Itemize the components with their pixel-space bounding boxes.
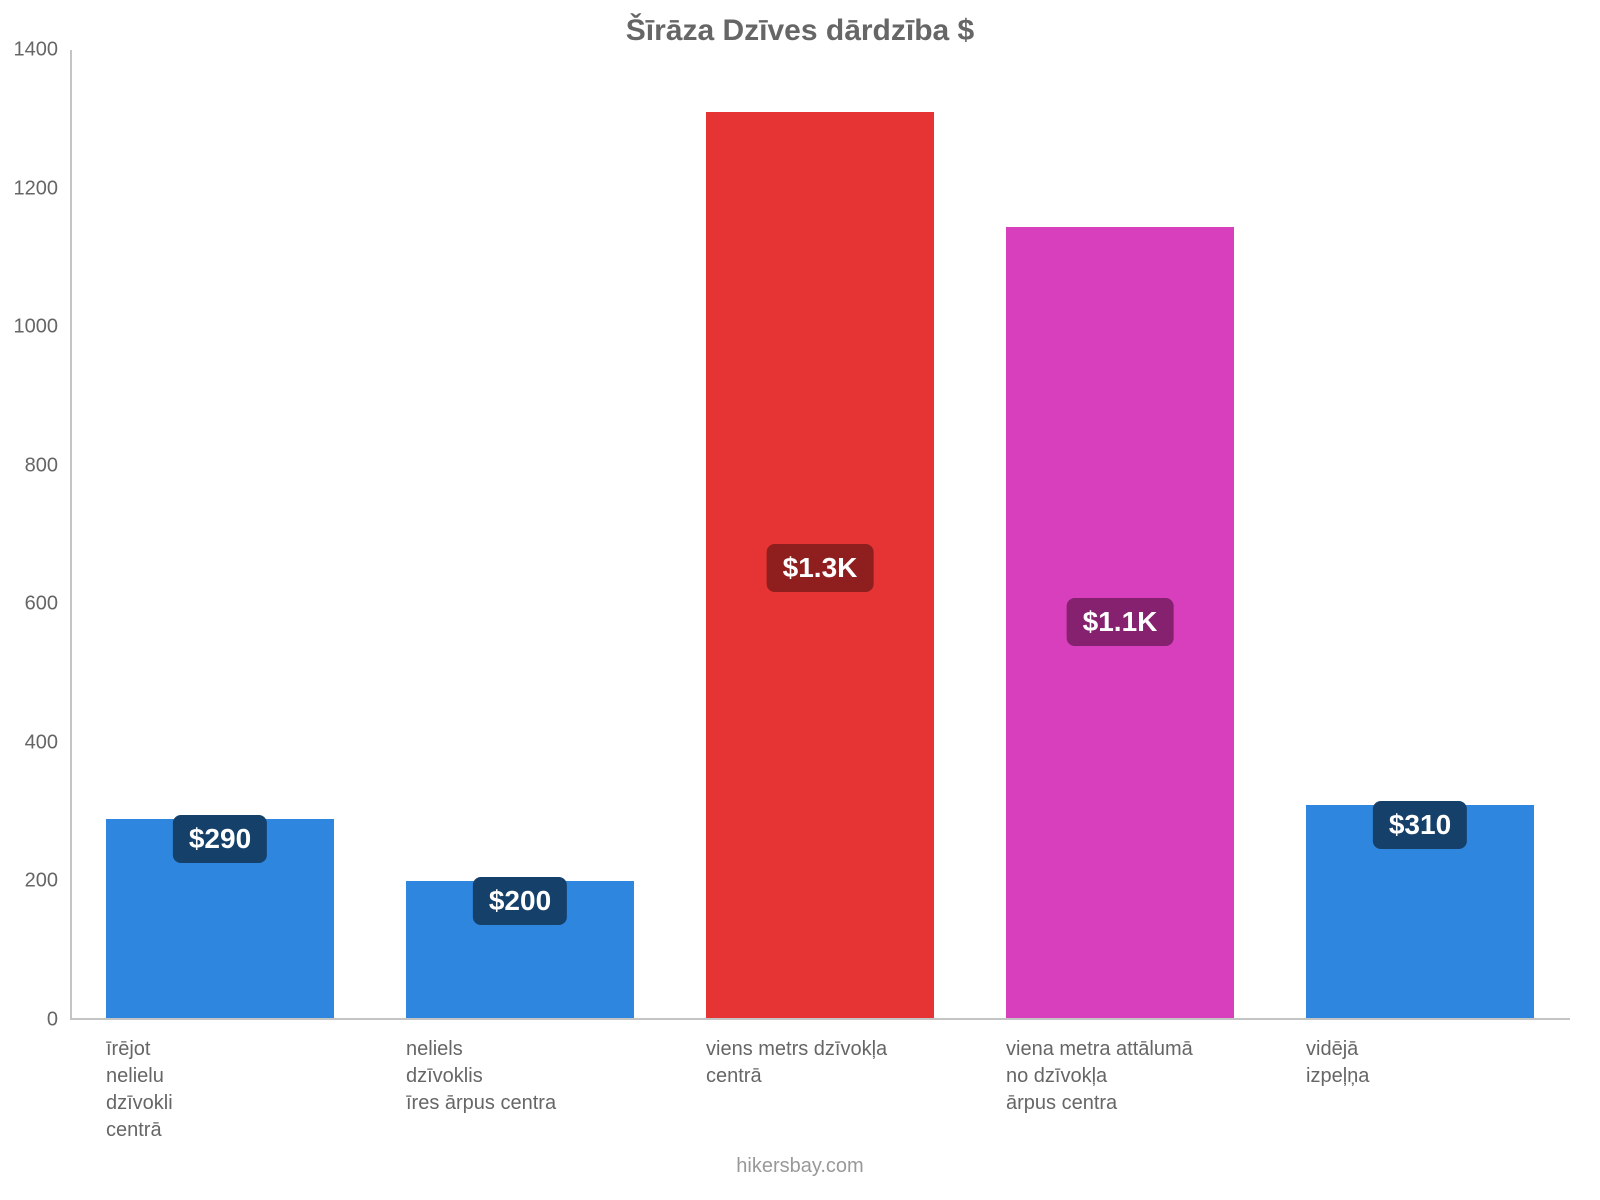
y-tick-label: 200 <box>25 870 70 893</box>
x-category-label: viens metrs dzīvokļa centrā <box>706 1036 964 1090</box>
x-category-label: vidējā izpeļņa <box>1306 1036 1564 1090</box>
bar: $200 <box>406 881 634 1018</box>
y-tick-label: 1400 <box>14 39 71 62</box>
x-category-label: īrējot nelielu dzīvokli centrā <box>106 1036 364 1144</box>
y-tick-label: 400 <box>25 731 70 754</box>
plot-area: 0200400600800100012001400$290īrējot neli… <box>70 50 1570 1020</box>
cost-of-living-chart: Šīrāza Dzīves dārdzība $ 020040060080010… <box>0 0 1600 1200</box>
y-tick-label: 1000 <box>14 316 71 339</box>
bar-value-badge: $200 <box>473 877 567 925</box>
chart-footer: hikersbay.com <box>0 1155 1600 1178</box>
y-tick-label: 0 <box>47 1009 70 1032</box>
x-axis-line <box>70 1018 1570 1020</box>
x-category-label: neliels dzīvoklis īres ārpus centra <box>406 1036 664 1117</box>
bar-value-badge: $1.1K <box>1067 598 1174 646</box>
x-category-label: viena metra attālumā no dzīvokļa ārpus c… <box>1006 1036 1264 1117</box>
bar: $310 <box>1306 805 1534 1018</box>
bar-value-badge: $1.3K <box>767 544 874 592</box>
bar: $290 <box>106 819 334 1018</box>
bar: $1.1K <box>1006 227 1234 1018</box>
y-tick-label: 600 <box>25 593 70 616</box>
y-tick-label: 800 <box>25 454 70 477</box>
y-tick-label: 1200 <box>14 177 71 200</box>
bar-value-badge: $310 <box>1373 801 1467 849</box>
bar-value-badge: $290 <box>173 815 267 863</box>
chart-title: Šīrāza Dzīves dārdzība $ <box>0 14 1600 48</box>
y-axis-line <box>70 50 72 1020</box>
bar: $1.3K <box>706 112 934 1018</box>
